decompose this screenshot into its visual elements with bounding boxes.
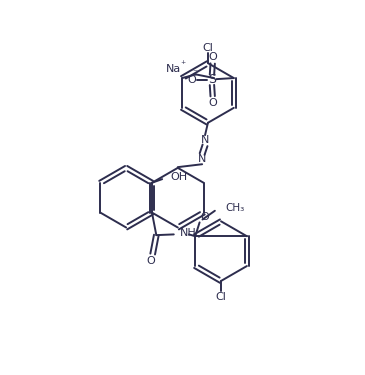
Text: Cl: Cl	[216, 292, 227, 302]
Text: Na: Na	[165, 64, 181, 74]
Text: Cl: Cl	[203, 43, 214, 53]
Text: CH₃: CH₃	[225, 203, 244, 213]
Text: S: S	[208, 74, 216, 86]
Text: O: O	[188, 75, 196, 85]
Text: ⁺: ⁺	[181, 60, 186, 70]
Text: O: O	[208, 98, 217, 108]
Text: N: N	[201, 135, 209, 145]
Text: OH: OH	[170, 172, 187, 182]
Text: O: O	[146, 256, 155, 266]
Text: O: O	[208, 52, 217, 62]
Text: N: N	[198, 154, 206, 164]
Text: NH: NH	[180, 228, 197, 238]
Text: O: O	[200, 212, 209, 222]
Text: ⁻: ⁻	[192, 68, 197, 78]
